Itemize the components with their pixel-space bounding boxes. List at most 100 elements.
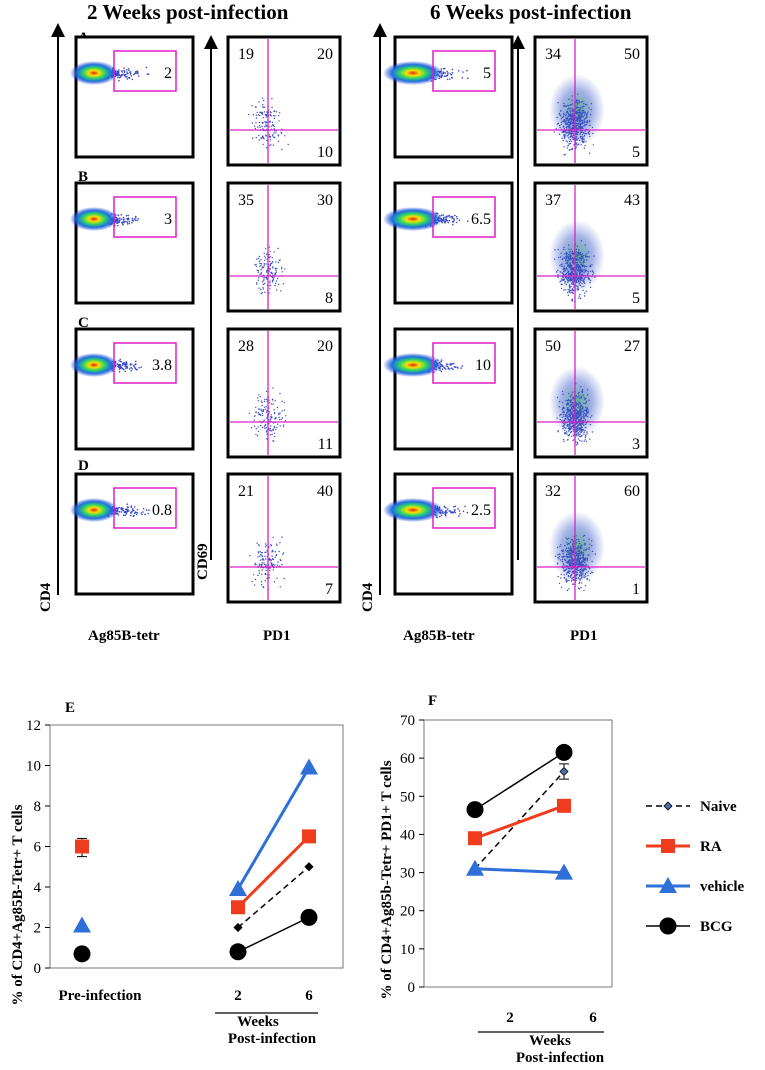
event-dot bbox=[567, 427, 569, 429]
gate-percent: 6.5 bbox=[471, 211, 491, 228]
quadrant-upper-right: 20 bbox=[317, 338, 333, 355]
gate-percent: 2.5 bbox=[471, 502, 491, 519]
event-dot bbox=[563, 289, 565, 291]
event-dot bbox=[264, 423, 267, 426]
ag85-panel-d-week6: 2.5 bbox=[383, 472, 514, 596]
event-dot bbox=[269, 250, 271, 252]
event-dot bbox=[277, 247, 279, 250]
event-dot bbox=[556, 562, 559, 564]
event-dot bbox=[577, 587, 580, 589]
quadrant-upper-left: 21 bbox=[238, 483, 254, 500]
event-dot bbox=[579, 433, 581, 435]
event-dot bbox=[451, 221, 454, 223]
event-dot bbox=[147, 73, 150, 75]
event-dot bbox=[251, 105, 253, 107]
event-dot bbox=[278, 418, 281, 421]
event-dot bbox=[563, 564, 565, 566]
event-dot bbox=[569, 570, 571, 572]
event-dot bbox=[581, 573, 584, 575]
event-dot bbox=[562, 556, 564, 559]
event-dot bbox=[130, 75, 133, 77]
event-dot bbox=[572, 116, 575, 119]
event-dot bbox=[565, 111, 568, 113]
event-dot bbox=[453, 362, 455, 365]
chart-f-line-bcg bbox=[474, 751, 565, 811]
event-dot bbox=[259, 111, 261, 114]
event-dot bbox=[561, 278, 563, 280]
event-dot bbox=[564, 105, 567, 107]
event-dot bbox=[576, 561, 578, 563]
event-dot bbox=[576, 557, 578, 559]
event-dot bbox=[453, 505, 455, 508]
event-dot bbox=[580, 107, 582, 109]
event-dot bbox=[577, 270, 579, 272]
event-dot bbox=[571, 552, 574, 554]
event-dot bbox=[269, 126, 271, 128]
event-dot bbox=[261, 551, 263, 554]
event-dot bbox=[577, 538, 580, 541]
event-dot bbox=[577, 279, 580, 282]
event-dot bbox=[260, 264, 262, 266]
event-dot bbox=[259, 265, 261, 267]
event-dot bbox=[257, 430, 259, 433]
event-dot bbox=[458, 219, 461, 222]
event-dot bbox=[568, 248, 570, 250]
event-dot bbox=[271, 121, 274, 124]
event-dot bbox=[577, 555, 579, 558]
event-dot bbox=[567, 116, 569, 119]
event-dot bbox=[560, 577, 562, 579]
event-dot bbox=[570, 574, 572, 577]
event-dot bbox=[273, 581, 276, 583]
event-dot bbox=[258, 394, 260, 396]
event-dot bbox=[563, 146, 565, 148]
event-dot bbox=[271, 433, 273, 436]
event-dot bbox=[559, 256, 562, 258]
event-dot bbox=[591, 264, 593, 266]
event-dot bbox=[571, 573, 573, 576]
event-dot bbox=[456, 217, 459, 220]
chart-e-xtick-6: 6 bbox=[305, 988, 313, 1004]
event-dot bbox=[560, 280, 562, 282]
event-dot bbox=[580, 397, 583, 399]
event-dot bbox=[251, 580, 253, 583]
quadrant-lower-right: 5 bbox=[632, 290, 640, 307]
event-dot bbox=[569, 405, 571, 407]
event-dot bbox=[591, 431, 594, 433]
event-dot bbox=[585, 117, 588, 119]
event-dot bbox=[583, 549, 585, 551]
event-dot bbox=[582, 415, 585, 417]
event-dot bbox=[260, 112, 263, 114]
event-dot bbox=[568, 408, 570, 411]
event-dot bbox=[443, 75, 446, 78]
event-dot bbox=[569, 122, 571, 124]
event-dot bbox=[119, 217, 121, 219]
event-dot bbox=[274, 115, 276, 117]
event-dot bbox=[270, 418, 272, 420]
event-dot bbox=[562, 115, 565, 118]
event-dot bbox=[584, 120, 586, 123]
chart-f-ytick-label: 10 bbox=[400, 942, 415, 958]
event-dot bbox=[570, 279, 572, 281]
event-dot bbox=[142, 507, 145, 510]
event-dot bbox=[254, 564, 256, 566]
event-dot bbox=[578, 297, 580, 299]
event-dot bbox=[575, 571, 577, 573]
event-dot bbox=[581, 577, 583, 579]
pd1-panel-c-week6: 50 273 bbox=[533, 327, 649, 459]
chart-e-line-naive bbox=[237, 866, 310, 929]
event-dot bbox=[580, 138, 582, 140]
event-dot bbox=[579, 281, 582, 283]
event-dot bbox=[565, 414, 567, 416]
event-dot bbox=[568, 125, 570, 128]
tetramer-gate bbox=[113, 196, 177, 238]
event-dot bbox=[573, 127, 575, 129]
event-dot bbox=[258, 134, 260, 137]
event-dot bbox=[570, 580, 573, 582]
event-dot bbox=[273, 409, 275, 411]
event-dot bbox=[587, 132, 589, 134]
event-dot bbox=[587, 278, 590, 280]
event-dot bbox=[582, 420, 584, 422]
event-dot bbox=[263, 111, 266, 113]
event-dot bbox=[570, 430, 573, 433]
event-dot bbox=[253, 584, 256, 586]
